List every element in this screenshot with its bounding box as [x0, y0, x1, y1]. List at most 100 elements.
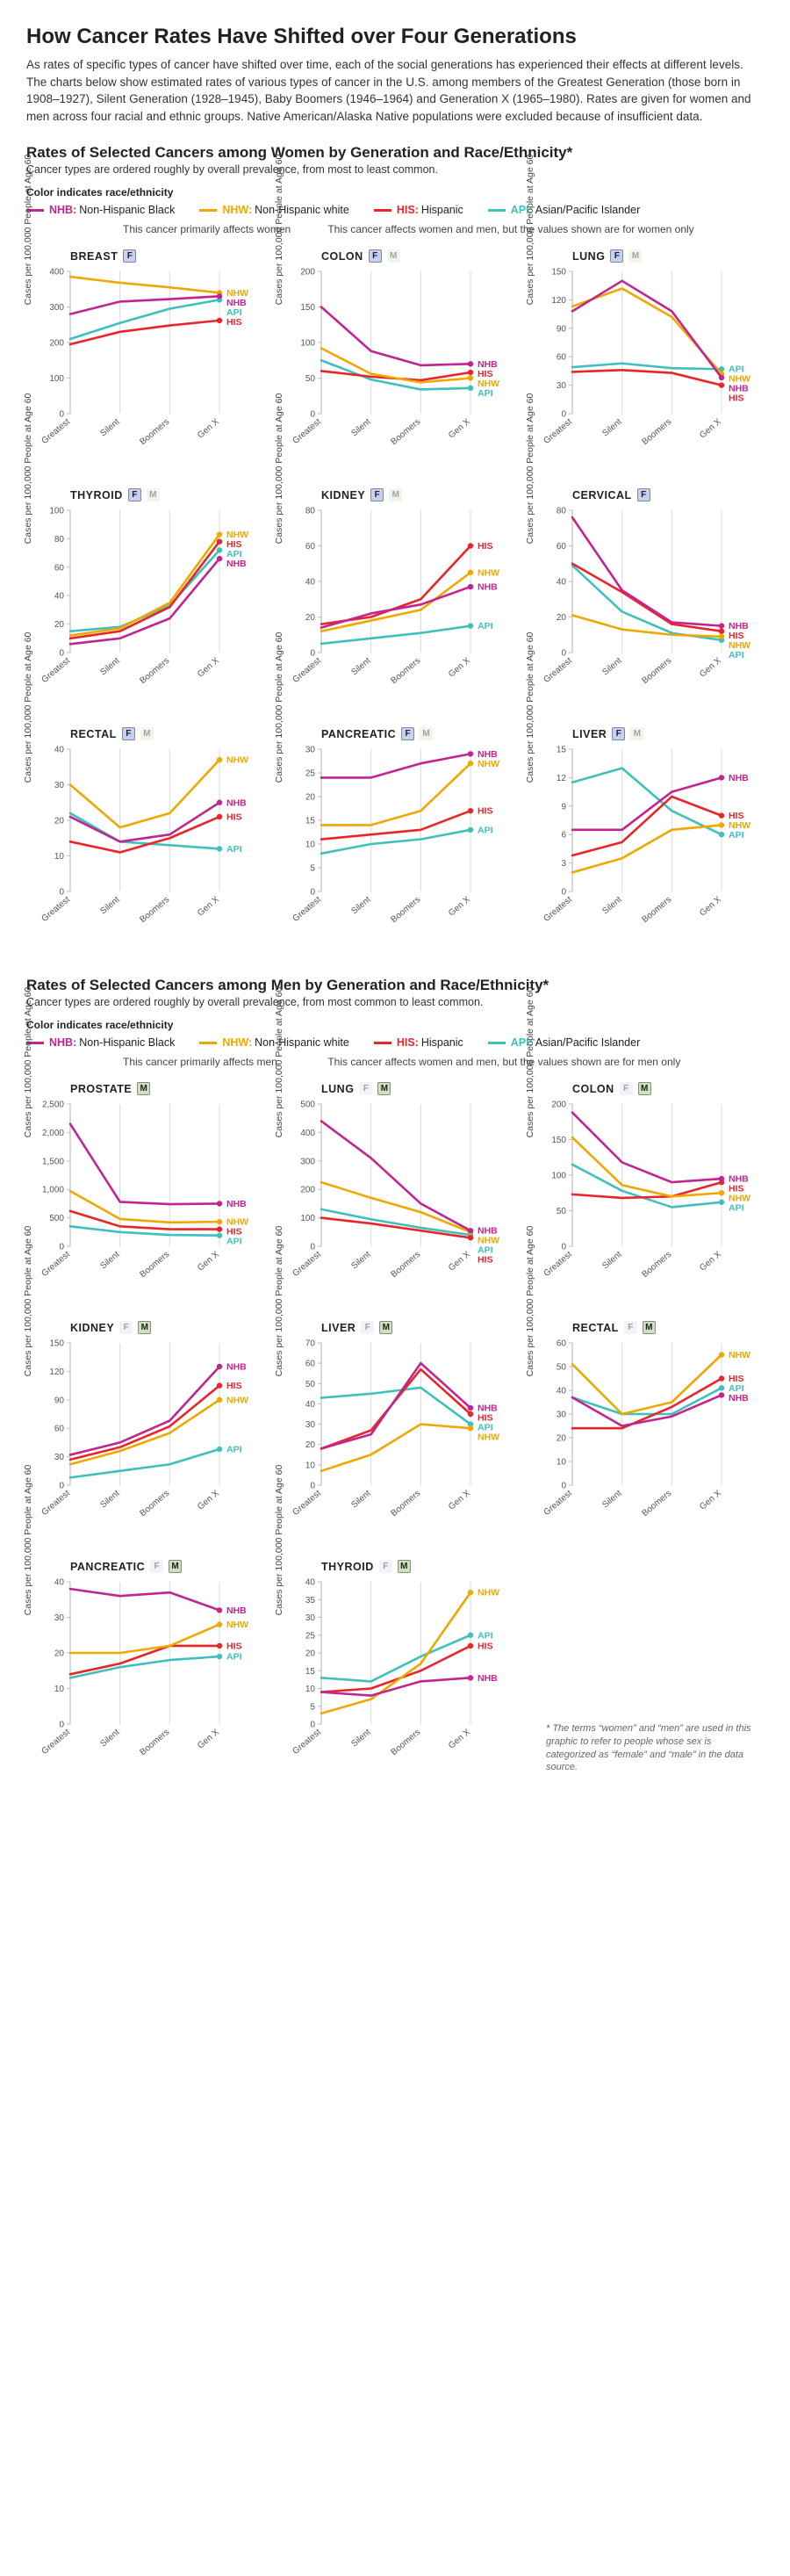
- chart-svg: 0100200300400NHWNHBAPIHISGreatestSilentB…: [26, 266, 255, 459]
- svg-text:Gen X: Gen X: [447, 1250, 472, 1274]
- svg-text:Gen X: Gen X: [196, 417, 221, 441]
- svg-text:12: 12: [557, 774, 567, 783]
- svg-text:Boomers: Boomers: [139, 1728, 172, 1757]
- svg-text:40: 40: [54, 1578, 65, 1588]
- svg-text:Gen X: Gen X: [196, 895, 221, 919]
- chart-lung: LUNG FM Cases per 100,000 People at Age …: [277, 1073, 513, 1296]
- svg-text:500: 500: [49, 1214, 64, 1223]
- svg-text:NHB: NHB: [729, 773, 749, 783]
- chart-thyroid: THYROID FM Cases per 100,000 People at A…: [26, 480, 262, 703]
- legend: NHB: Non-Hispanic Black NHW: Non-Hispani…: [26, 1036, 764, 1049]
- svg-text:Silent: Silent: [349, 895, 372, 917]
- chart-title: KIDNEY: [321, 489, 365, 501]
- svg-text:30: 30: [305, 1420, 316, 1430]
- svg-text:NHB: NHB: [226, 798, 247, 809]
- svg-text:300: 300: [49, 303, 64, 313]
- svg-text:80: 80: [557, 507, 567, 516]
- badge-m: M: [379, 1321, 392, 1334]
- badge-m: M: [628, 249, 642, 263]
- svg-text:Greatest: Greatest: [40, 417, 72, 446]
- svg-text:100: 100: [49, 507, 64, 516]
- chart-title: PANCREATIC: [70, 1561, 145, 1573]
- svg-text:Greatest: Greatest: [40, 1489, 72, 1518]
- chart-title: LIVER: [321, 1322, 356, 1334]
- svg-text:10: 10: [305, 1685, 316, 1694]
- svg-text:NHW: NHW: [478, 759, 499, 769]
- chart-svg: 020406080NHBHISNHWAPIGreatestSilentBoome…: [528, 505, 757, 698]
- svg-text:60: 60: [557, 353, 567, 363]
- svg-text:Gen X: Gen X: [698, 417, 723, 441]
- chart-title: COLON: [572, 1083, 614, 1095]
- legend-item-nhb: NHB: Non-Hispanic Black: [26, 204, 175, 216]
- svg-text:120: 120: [551, 296, 566, 306]
- section-heading: Rates of Selected Cancers among Men by G…: [26, 977, 764, 994]
- y-axis-label: Cases per 100,000 People at Age 60: [525, 631, 535, 783]
- footnote: * The terms “women” and “men” are used i…: [546, 1722, 764, 1774]
- intro-text: As rates of specific types of cancer hav…: [26, 56, 764, 125]
- svg-text:Silent: Silent: [349, 656, 372, 678]
- chart-prostate: PROSTATE M Cases per 100,000 People at A…: [26, 1073, 262, 1296]
- badge-m: M: [420, 727, 433, 740]
- svg-text:API: API: [226, 1445, 242, 1455]
- chart-rectal: RECTAL FM Cases per 100,000 People at Ag…: [528, 1312, 764, 1535]
- svg-text:Gen X: Gen X: [698, 1250, 723, 1274]
- chart-svg: 010203040NHBNHWHISAPIGreatestSilentBoome…: [26, 1577, 255, 1770]
- chart-grid: PROSTATE M Cases per 100,000 People at A…: [26, 1073, 764, 1774]
- badge-f: F: [379, 1560, 392, 1573]
- svg-text:API: API: [729, 830, 744, 841]
- svg-text:Silent: Silent: [349, 1489, 372, 1511]
- svg-text:HIS: HIS: [478, 806, 493, 817]
- svg-text:Greatest: Greatest: [542, 1489, 574, 1518]
- svg-text:40: 40: [54, 592, 65, 602]
- badge-f: F: [119, 1321, 133, 1334]
- svg-text:HIS: HIS: [226, 812, 242, 823]
- badge-f: F: [359, 1082, 372, 1095]
- y-axis-label: Cases per 100,000 People at Age 60: [23, 1464, 33, 1615]
- chart-kidney: KIDNEY FM Cases per 100,000 People at Ag…: [277, 480, 513, 703]
- svg-text:150: 150: [551, 1136, 566, 1145]
- svg-text:Boomers: Boomers: [641, 1489, 674, 1519]
- svg-text:400: 400: [49, 268, 64, 278]
- svg-text:40: 40: [305, 578, 316, 588]
- svg-text:200: 200: [300, 1186, 315, 1195]
- svg-text:HIS: HIS: [478, 541, 493, 552]
- svg-text:Greatest: Greatest: [291, 895, 323, 924]
- svg-text:20: 20: [54, 620, 65, 630]
- legend-item-api: API: Asian/Pacific Islander: [488, 204, 641, 216]
- svg-text:Gen X: Gen X: [447, 1489, 472, 1512]
- badge-f: F: [369, 249, 382, 263]
- svg-text:35: 35: [305, 1596, 316, 1605]
- svg-text:NHW: NHW: [226, 1620, 248, 1630]
- svg-text:Silent: Silent: [98, 656, 121, 678]
- svg-text:200: 200: [300, 268, 315, 278]
- svg-text:20: 20: [305, 793, 316, 803]
- svg-text:10: 10: [305, 841, 316, 850]
- svg-text:Silent: Silent: [600, 417, 623, 439]
- svg-text:120: 120: [49, 1367, 64, 1377]
- y-axis-label: Cases per 100,000 People at Age 60: [23, 393, 33, 544]
- legend: NHB: Non-Hispanic Black NHW: Non-Hispani…: [26, 204, 764, 216]
- svg-text:150: 150: [300, 303, 315, 313]
- chart-svg: 0102030405060NHWHISAPINHBGreatestSilentB…: [528, 1338, 757, 1531]
- y-axis-label: Cases per 100,000 People at Age 60: [525, 1225, 535, 1376]
- svg-text:Greatest: Greatest: [291, 1728, 323, 1757]
- svg-text:Gen X: Gen X: [196, 1489, 221, 1512]
- svg-text:60: 60: [54, 1425, 65, 1434]
- svg-text:Boomers: Boomers: [139, 656, 172, 686]
- svg-text:Boomers: Boomers: [139, 1250, 172, 1280]
- svg-text:Silent: Silent: [600, 1250, 623, 1272]
- svg-text:60: 60: [557, 1339, 567, 1349]
- y-axis-label: Cases per 100,000 People at Age 60: [525, 986, 535, 1137]
- legend-title: Color indicates race/ethnicity: [26, 1019, 764, 1031]
- svg-text:NHW: NHW: [729, 1350, 750, 1360]
- svg-text:1,500: 1,500: [42, 1158, 64, 1167]
- chart-grid: BREAST F Cases per 100,000 People at Age…: [26, 241, 764, 942]
- svg-text:25: 25: [305, 1632, 316, 1642]
- svg-text:NHB: NHB: [478, 1673, 498, 1684]
- chart-cervical: CERVICAL F Cases per 100,000 People at A…: [528, 480, 764, 703]
- chart-title: COLON: [321, 250, 363, 263]
- chart-lung: LUNG FM Cases per 100,000 People at Age …: [528, 241, 764, 464]
- legend-swatch: [374, 209, 391, 213]
- badge-m: M: [147, 488, 160, 501]
- chart-title: RECTAL: [572, 1322, 619, 1334]
